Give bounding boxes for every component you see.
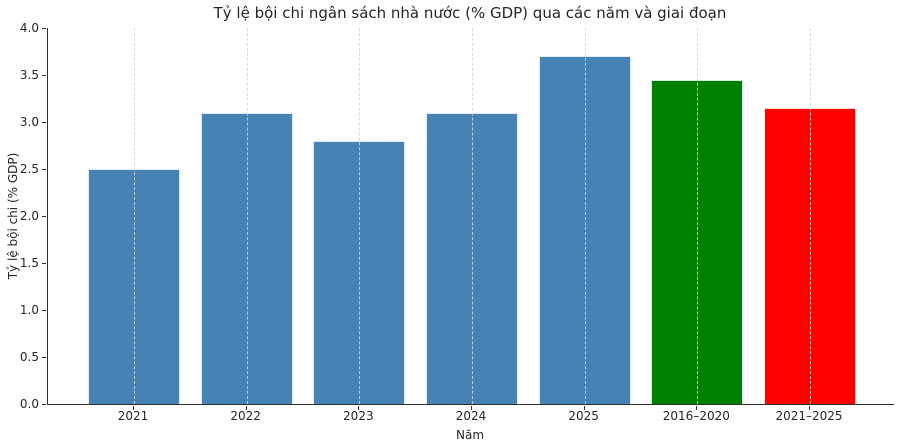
- plot-area: [47, 28, 894, 405]
- y-axis-label: Tỷ lệ bội chi (% GDP): [6, 152, 20, 280]
- x-gridline: [472, 28, 473, 404]
- x-tick-mark: [471, 406, 472, 410]
- y-tick-mark: [42, 122, 46, 123]
- x-tick-mark: [809, 406, 810, 410]
- x-tick-label: 2023: [343, 409, 374, 423]
- y-tick-mark: [42, 357, 46, 358]
- x-axis-label: Năm: [455, 428, 485, 442]
- x-tick-label: 2025: [568, 409, 599, 423]
- x-gridline: [697, 28, 699, 404]
- x-tick-label: 2016–2020: [662, 409, 730, 423]
- y-tick-label: 0.0: [19, 397, 39, 411]
- x-tick-label: 2021–2025: [775, 409, 843, 423]
- y-tick-label: 4.0: [19, 21, 39, 35]
- x-tick-mark: [358, 406, 360, 410]
- x-tick-mark: [696, 406, 698, 410]
- y-tick-mark: [42, 216, 46, 217]
- y-tick-label: 0.5: [19, 350, 39, 364]
- x-gridline: [810, 28, 811, 404]
- y-tick-label: 2.5: [19, 162, 39, 176]
- y-tick-mark: [42, 169, 46, 170]
- x-tick-mark: [583, 406, 585, 410]
- x-tick-label: 2024: [455, 409, 487, 423]
- y-tick-mark: [42, 28, 46, 29]
- chart-title: Tỷ lệ bội chi ngân sách nhà nước (% GDP)…: [213, 4, 727, 22]
- y-tick-label: 3.0: [19, 115, 39, 129]
- x-tick-mark: [133, 406, 134, 410]
- x-gridline: [584, 28, 586, 404]
- y-tick-mark: [42, 310, 46, 311]
- y-tick-mark: [42, 75, 46, 76]
- x-gridline: [359, 28, 361, 404]
- y-tick-mark: [42, 263, 46, 264]
- x-tick-label: 2022: [230, 409, 261, 423]
- y-tick-label: 3.5: [19, 68, 39, 82]
- y-tick-label: 1.5: [19, 256, 39, 270]
- x-gridline: [134, 28, 135, 404]
- x-tick-mark: [245, 406, 247, 410]
- y-tick-label: 2.0: [19, 209, 39, 223]
- x-tick-label: 2021: [117, 409, 149, 423]
- y-tick-label: 1.0: [19, 303, 39, 317]
- y-tick-mark: [42, 404, 46, 405]
- x-gridline: [246, 28, 248, 404]
